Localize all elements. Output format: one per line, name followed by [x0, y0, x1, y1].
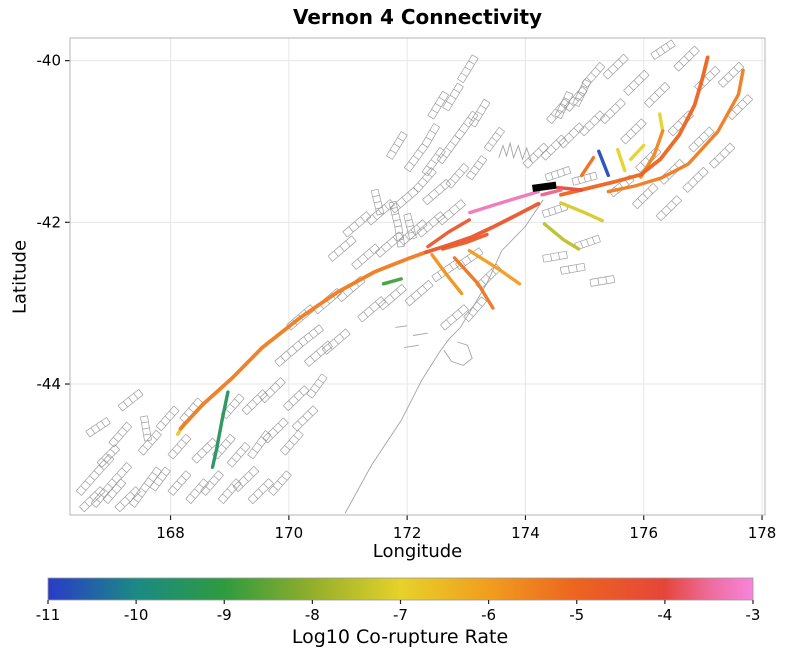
svg-text:-10: -10	[124, 606, 149, 624]
svg-text:176: 176	[629, 524, 658, 542]
svg-text:-4: -4	[657, 606, 672, 624]
svg-text:-8: -8	[305, 606, 320, 624]
svg-text:-7: -7	[393, 606, 408, 624]
y-axis-label: Latitude	[9, 239, 31, 315]
colorbar: -11 -10 -9 -8 -7 -6 -5 -4 -3	[36, 577, 761, 624]
svg-text:168: 168	[156, 524, 185, 542]
svg-text:172: 172	[393, 524, 422, 542]
svg-text:-3: -3	[746, 606, 761, 624]
map-plot: 168 170 172 174 176 178 -40 -42 -44	[37, 37, 777, 542]
svg-text:-42: -42	[37, 213, 62, 231]
svg-text:-11: -11	[36, 606, 61, 624]
svg-text:174: 174	[511, 524, 540, 542]
svg-text:178: 178	[748, 524, 777, 542]
svg-text:170: 170	[275, 524, 304, 542]
colorbar-label: Log10 Co-rupture Rate	[291, 626, 509, 648]
chart-title: Vernon 4 Connectivity	[292, 5, 543, 29]
svg-text:-44: -44	[37, 375, 62, 393]
svg-text:-6: -6	[481, 606, 496, 624]
svg-text:-40: -40	[37, 52, 62, 70]
svg-text:-5: -5	[569, 606, 584, 624]
x-axis-label: Longitude	[372, 541, 463, 562]
svg-text:-9: -9	[217, 606, 232, 624]
